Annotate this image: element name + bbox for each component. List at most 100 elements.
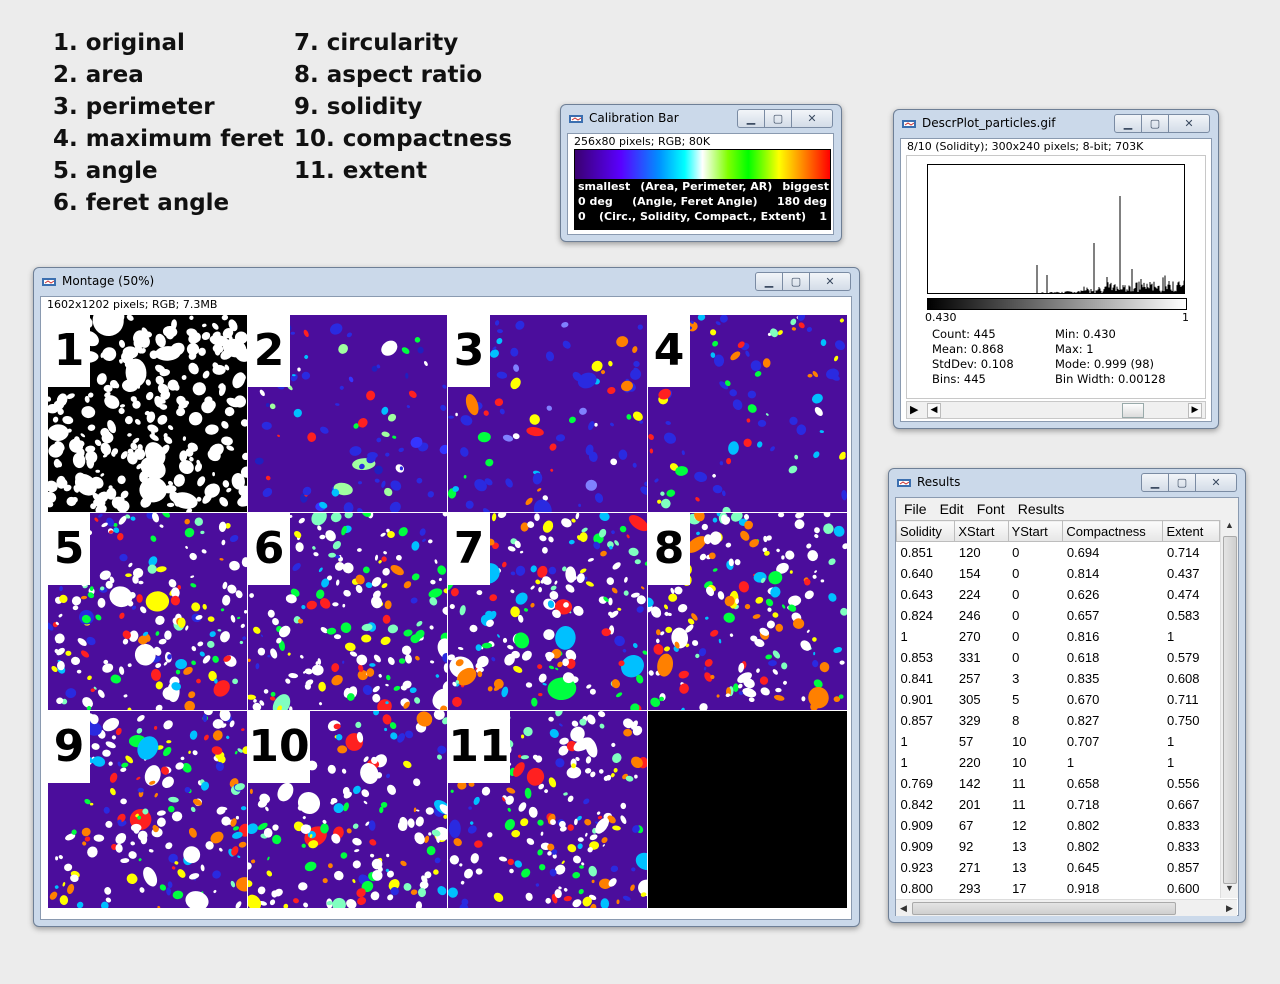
minimize-button[interactable]: ▁	[1141, 473, 1169, 492]
particle	[588, 421, 595, 431]
vscroll-thumb[interactable]	[1223, 536, 1237, 884]
particle	[263, 689, 269, 694]
histogram-panel: 0.430 1 Count: 445 Mean: 0.868 StdDev: 0.1…	[906, 155, 1206, 399]
slider-thumb[interactable]	[1122, 403, 1144, 418]
minimize-button[interactable]: ▁	[755, 272, 783, 291]
particle	[381, 340, 398, 356]
particle	[93, 686, 97, 690]
montage-grid[interactable]: 1 2 3 4 5 6 7 8 9 10 11	[47, 314, 849, 914]
calibration-titlebar[interactable]: Calibration Bar ▁ ▢ ✕	[561, 105, 841, 131]
particle	[298, 882, 308, 891]
particle	[399, 466, 404, 471]
minimize-button[interactable]: ▁	[1114, 114, 1142, 133]
particle	[249, 593, 254, 598]
column-header[interactable]: YStart	[1007, 520, 1064, 542]
descrplot-titlebar[interactable]: DescrPlot_particles.gif ▁ ▢ ✕	[894, 110, 1218, 136]
table-row[interactable]: 0.901 305 5 0.670 0.711	[897, 689, 1220, 710]
montage-window[interactable]: Montage (50%) ▁ ▢ ✕ 1602x1202 pixels; RG…	[33, 267, 860, 927]
particle	[457, 780, 467, 790]
results-titlebar[interactable]: Results ▁ ▢ ✕	[889, 469, 1245, 495]
montage-tile-label: 5	[48, 513, 90, 585]
table-row[interactable]: 0.824 246 0 0.657 0.583	[897, 605, 1220, 626]
maximize-button[interactable]: ▢	[1168, 473, 1196, 492]
horizontal-scrollbar[interactable]: ◀ ▶	[896, 899, 1237, 916]
table-row[interactable]: 0.853 331 0 0.618 0.579	[897, 647, 1220, 668]
particle	[435, 674, 440, 678]
table-row[interactable]: 0.851 120 0 0.694 0.714	[897, 542, 1220, 564]
particle	[812, 371, 819, 378]
results-table[interactable]: Solidity XStart YStart Compactness Extent 0.8…	[896, 520, 1220, 898]
stack-slider[interactable]: ▶ ◀ ▶	[906, 401, 1206, 419]
calibration-window[interactable]: Calibration Bar ▁ ▢ ✕ 256x80 pixels; RGB…	[560, 104, 842, 242]
particle	[586, 714, 596, 725]
particle	[371, 596, 383, 609]
column-header[interactable]: XStart	[954, 520, 1009, 542]
particle	[85, 445, 96, 453]
close-button[interactable]: ✕	[1195, 473, 1237, 492]
particle	[678, 670, 690, 679]
particle	[586, 684, 592, 689]
table-row[interactable]: 1 57 10 0.707 1	[897, 731, 1220, 752]
menu-file[interactable]: File	[904, 501, 927, 517]
particle	[467, 825, 477, 834]
table-row[interactable]: 0.842 201 11 0.718 0.667	[897, 794, 1220, 815]
scroll-down-arrow[interactable]: ▼	[1225, 883, 1234, 893]
hscroll-thumb[interactable]	[912, 902, 1176, 915]
menu-font[interactable]: Font	[976, 501, 1005, 517]
particle	[254, 457, 264, 465]
table-row[interactable]: 0.640 154 0 0.814 0.437	[897, 563, 1220, 584]
particle	[695, 653, 700, 659]
particle	[674, 641, 680, 649]
close-button[interactable]: ✕	[1168, 114, 1210, 133]
maximize-button[interactable]: ▢	[764, 109, 792, 128]
particle	[176, 407, 186, 417]
results-menubar: File Edit Font Results	[896, 498, 1238, 520]
particle	[179, 450, 188, 462]
maximize-button[interactable]: ▢	[1141, 114, 1169, 133]
descrplot-window[interactable]: DescrPlot_particles.gif ▁ ▢ ✕ 8/10 (Soli…	[893, 109, 1219, 429]
particle	[183, 666, 193, 675]
table-row[interactable]: 0.841 257 3 0.835 0.608	[897, 668, 1220, 689]
particle	[105, 820, 113, 828]
menu-edit[interactable]: Edit	[939, 501, 964, 517]
particle	[526, 427, 544, 437]
minimize-button[interactable]: ▁	[737, 109, 765, 128]
close-button[interactable]: ✕	[809, 272, 851, 291]
particle	[194, 462, 203, 472]
table-row[interactable]: 1 220 10 1 1	[897, 752, 1220, 773]
maximize-button[interactable]: ▢	[782, 272, 810, 291]
close-button[interactable]: ✕	[791, 109, 833, 128]
menu-results[interactable]: Results	[1017, 501, 1065, 517]
table-row[interactable]: 0.909 67 12 0.802 0.833	[897, 815, 1220, 836]
table-row[interactable]: 0.800 293 17 0.918 0.600	[897, 878, 1220, 898]
vertical-scrollbar[interactable]: ▲ ▼	[1220, 520, 1238, 898]
scroll-left-arrow[interactable]: ◀	[927, 403, 941, 418]
table-row[interactable]: 0.643 224 0 0.626 0.474	[897, 584, 1220, 605]
table-row[interactable]: 1 270 0 0.816 1	[897, 626, 1220, 647]
particle	[332, 540, 341, 550]
column-header[interactable]: Compactness	[1062, 520, 1164, 542]
column-header[interactable]: Solidity	[896, 520, 956, 542]
particle	[242, 452, 247, 461]
scroll-right-arrow[interactable]: ▶	[1188, 403, 1202, 418]
hscroll-right-arrow[interactable]: ▶	[1226, 903, 1233, 913]
particle	[648, 434, 654, 440]
particle	[468, 781, 475, 787]
play-icon[interactable]: ▶	[910, 404, 919, 416]
particle	[696, 531, 700, 536]
particle	[167, 480, 174, 486]
results-window[interactable]: Results ▁ ▢ ✕ File Edit Font Results Sol…	[888, 468, 1246, 923]
table-row[interactable]: 0.857 329 8 0.827 0.750	[897, 710, 1220, 731]
table-row[interactable]: 0.769 142 11 0.658 0.556	[897, 773, 1220, 794]
scroll-up-arrow[interactable]: ▲	[1225, 520, 1234, 530]
particle	[117, 533, 124, 541]
table-row[interactable]: 0.909 92 13 0.802 0.833	[897, 836, 1220, 857]
particle	[125, 755, 134, 764]
montage-titlebar[interactable]: Montage (50%) ▁ ▢ ✕	[34, 268, 859, 294]
particle	[298, 517, 305, 524]
column-header[interactable]: Extent	[1162, 520, 1220, 542]
histogram-gray-bar	[927, 298, 1187, 310]
particle	[570, 726, 585, 742]
hscroll-left-arrow[interactable]: ◀	[900, 903, 907, 913]
table-row[interactable]: 0.923 271 13 0.645 0.857	[897, 857, 1220, 878]
